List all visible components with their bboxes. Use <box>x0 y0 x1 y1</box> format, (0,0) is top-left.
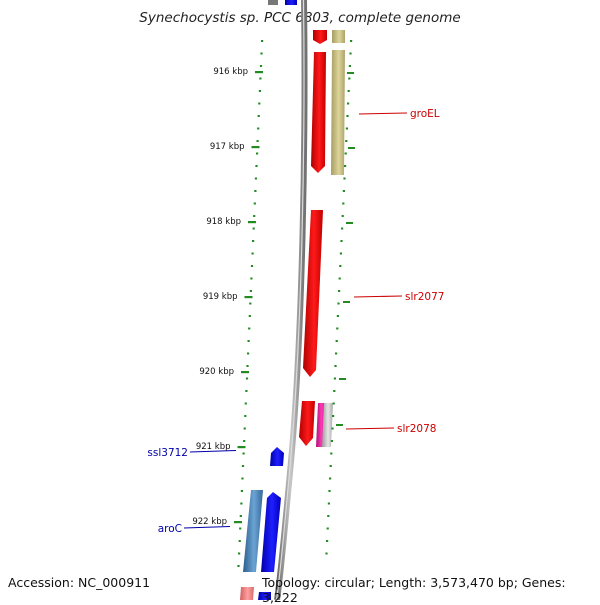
gene-label-groEL[interactable]: groEL <box>410 108 440 120</box>
kbp-tick-label: 921 kbp <box>196 442 231 452</box>
kbp-tick-label: 917 kbp <box>210 142 245 152</box>
partial-feature-blue <box>285 0 297 5</box>
kbp-tick-label: 919 kbp <box>203 292 238 302</box>
partial-feature-gray <box>268 0 278 5</box>
gene-groEL <box>311 52 326 173</box>
kbp-tick-label: 922 kbp <box>192 517 227 527</box>
gene-label-ssl3712[interactable]: ssl3712 <box>147 447 188 459</box>
gene-label-slr2078[interactable]: slr2078 <box>397 423 436 435</box>
map-title: Synechocystis sp. PCC 6803, complete gen… <box>139 10 461 26</box>
gene-label-leader <box>345 427 395 430</box>
feature-steelblue <box>243 490 263 572</box>
gene-aroC <box>261 492 281 572</box>
feature-khaki <box>331 50 345 175</box>
gene-bottom-fragment <box>258 592 271 600</box>
kbp-tick-mark <box>244 296 253 299</box>
gene-slr2077 <box>303 210 323 377</box>
feature-khaki-top <box>332 30 345 43</box>
feature-salmon <box>240 587 254 600</box>
kbp-tick-mark <box>248 221 256 224</box>
gene-slr2078 <box>299 401 315 446</box>
kbp-ruler: 916 kbp 917 kbp 918 kbp 919 kbp 920 kbp 921 k… <box>192 67 263 527</box>
gene-label-slr2077[interactable]: slr2077 <box>405 291 444 303</box>
kbp-tick-label: 918 kbp <box>206 217 241 227</box>
gene-ssl3712 <box>270 447 284 466</box>
gene-label-aroC[interactable]: aroC <box>158 523 182 535</box>
gene-label-leader <box>358 112 408 115</box>
kbp-tick-mark <box>237 446 246 449</box>
accession-text: Accession: NC_000911 <box>8 575 151 590</box>
gene-labels: groEL slr2077 slr2078 ssl3712 aroC <box>147 108 444 535</box>
kbp-tick-label: 920 kbp <box>199 367 234 377</box>
kbp-tick-label: 916 kbp <box>213 67 248 77</box>
gene-label-leader <box>183 526 231 529</box>
kbp-tick-mark <box>255 71 263 74</box>
dotted-guide-tracks <box>237 40 355 567</box>
gene-top-fragment <box>313 30 327 44</box>
feature-gray <box>322 403 333 447</box>
gene-label-leader <box>189 450 237 453</box>
kbp-tick-mark <box>251 146 260 149</box>
kbp-tick-mark <box>241 371 249 374</box>
gene-label-leader <box>353 295 403 298</box>
genome-summary-text: Topology: circular; Length: 3,573,470 bp… <box>262 575 566 605</box>
kbp-tick-mark <box>234 521 242 524</box>
